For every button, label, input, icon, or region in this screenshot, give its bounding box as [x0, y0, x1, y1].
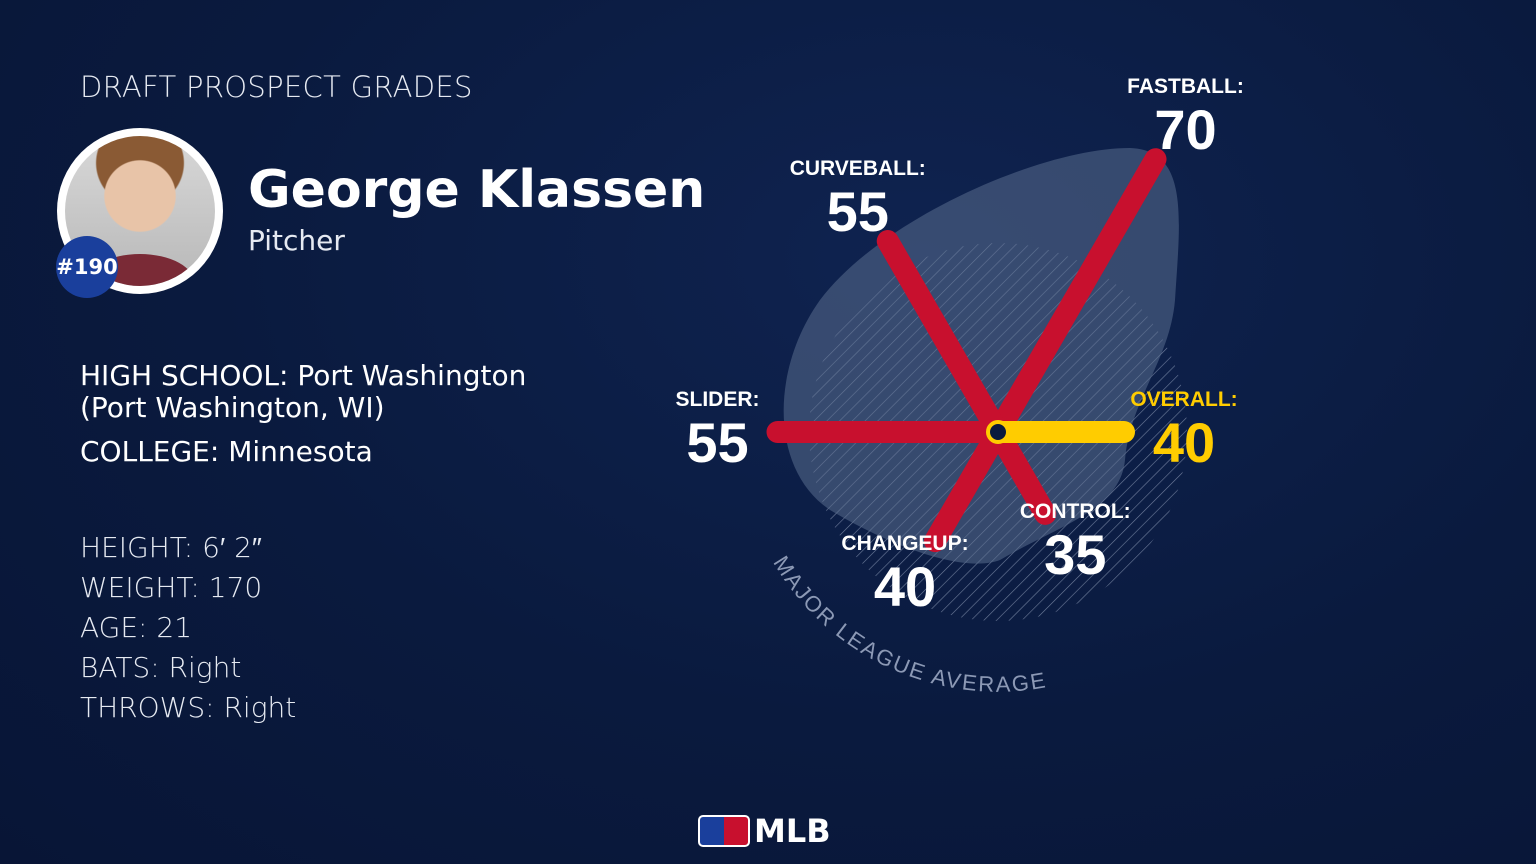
mlb-batter-icon [698, 815, 750, 847]
axis-value: 55 [827, 180, 889, 243]
mlb-logo-text: MLB [754, 812, 831, 850]
axis-value: 55 [686, 411, 748, 474]
high-school: HIGH SCHOOL: Port Washington (Port Washi… [80, 360, 526, 424]
mlb-logo: MLB [698, 812, 831, 850]
high-school-value: Port Washington [297, 359, 527, 392]
player-position: Pitcher [248, 224, 345, 257]
axis-label: CURVEBALL: [790, 157, 926, 180]
stat-height: HEIGHT: 6′ 2″ [80, 531, 262, 564]
axis-label: OVERALL: [1130, 388, 1237, 411]
rank-badge: #190 [56, 236, 118, 298]
stat-weight: WEIGHT: 170 [80, 571, 263, 604]
player-name: George Klassen [248, 160, 706, 220]
axis-value: 35 [1044, 523, 1106, 586]
high-school-label: HIGH SCHOOL: [80, 359, 289, 392]
stats-list: HEIGHT: 6′ 2″ WEIGHT: 170 AGE: 21 BATS: … [80, 528, 296, 728]
stat-age: AGE: 21 [80, 611, 193, 644]
spoke-fastball [987, 148, 1167, 443]
axis-value: 40 [1153, 411, 1215, 474]
college-label: COLLEGE: [80, 435, 220, 468]
high-school-location: (Port Washington, WI) [80, 391, 385, 424]
spoke-control [987, 421, 1057, 525]
axis-value: 70 [1154, 98, 1216, 161]
spoke-curveball [876, 230, 1009, 443]
center-dot [986, 420, 1010, 444]
axis-label: CHANGEUP: [841, 532, 968, 555]
stat-throws: THROWS: Right [80, 691, 297, 724]
axis-label: CONTROL: [1020, 500, 1131, 523]
header-title: DRAFT PROSPECT GRADES [80, 70, 473, 104]
axis-label: FASTBALL: [1127, 75, 1244, 98]
stat-bats: BATS: Right [80, 651, 242, 684]
axis-value: 40 [874, 555, 936, 618]
college: COLLEGE: Minnesota [80, 436, 373, 468]
spoke-changeup [924, 421, 1009, 553]
axis-label: SLIDER: [676, 388, 760, 411]
college-value: Minnesota [228, 435, 373, 468]
